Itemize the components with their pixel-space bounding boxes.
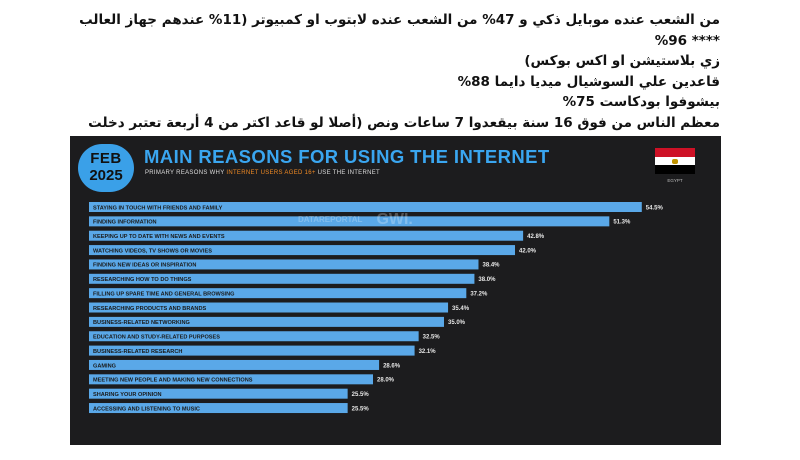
bar [89,316,444,327]
value-label: 42.0% [519,248,537,254]
post-line: بيشوفوا بودكاست 75% [562,94,720,110]
value-label: 28.6% [383,363,401,369]
bar [89,202,642,212]
value-label: 42.8% [527,234,545,240]
value-label: 54.5% [646,205,664,211]
bar [89,374,373,385]
infographic-card[interactable]: FEB 2025 MAIN REASONS FOR USING THE INTE… [70,136,721,445]
bar [89,273,475,284]
bar [89,359,380,370]
category-label: RESEARCHING PRODUCTS AND BRANDS [93,306,206,312]
value-label: 28.0% [377,378,395,384]
category-label: MEETING NEW PEOPLE AND MAKING NEW CONNEC… [93,378,253,384]
watermark-left: DATAREPORTAL [298,215,363,225]
badge-year: 2025 [89,167,123,184]
bar [89,302,449,313]
bar [89,331,419,342]
value-label: 25.5% [352,392,370,398]
category-label: SHARING YOUR OPINION [93,392,162,398]
bar-chart: STAYING IN TOUCH WITH FRIENDS AND FAMILY… [89,202,664,414]
value-label: 37.2% [470,291,488,297]
egypt-flag-icon [655,148,695,174]
subtitle-before: PRIMARY REASONS WHY [145,170,227,176]
watermark: DATAREPORTAL GWI. [298,211,413,229]
bar [89,216,610,227]
category-label: WATCHING VIDEOS, TV SHOWS OR MOVIES [93,248,212,254]
flag-label: EGYPT [667,178,683,183]
bar [89,388,348,399]
category-label: FILLING UP SPARE TIME AND GENERAL BROWSI… [93,291,235,297]
value-label: 38.0% [478,277,496,283]
post-line: من الشعب عنده موبايل ذكي و 47% من الشعب … [79,12,720,49]
date-badge: FEB 2025 [78,144,134,192]
category-label: KEEPING UP TO DATE WITH NEWS AND EVENTS [93,234,225,240]
badge-month: FEB [90,150,122,167]
bar [89,259,479,270]
value-label: 51.3% [613,220,631,226]
value-label: 35.0% [448,320,466,326]
category-label: ACCESSING AND LISTENING TO MUSIC [93,406,200,412]
chart-title: MAIN REASONS FOR USING THE INTERNET [144,146,550,167]
value-label: 25.5% [352,406,370,412]
subtitle-after: USE THE INTERNET [315,170,381,176]
category-label: FINDING INFORMATION [93,220,157,226]
category-label: BUSINESS-RELATED RESEARCH [93,349,182,355]
value-label: 32.1% [419,349,437,355]
category-label: EDUCATION AND STUDY-RELATED PURPOSES [93,335,220,341]
value-label: 38.4% [482,263,500,269]
category-label: FINDING NEW IDEAS OR INSPIRATION [93,263,196,269]
category-label: STAYING IN TOUCH WITH FRIENDS AND FAMILY [93,205,223,211]
chart-subtitle: PRIMARY REASONS WHY INTERNET USERS AGED … [145,170,380,176]
post-line: زي بلاستيشن او اكس بوكس) [524,53,720,69]
value-label: 35.4% [452,306,470,312]
bar [89,230,524,241]
post-text: من الشعب عنده موبايل ذكي و 47% من الشعب … [70,10,720,154]
value-label: 32.5% [423,335,441,341]
bar [89,288,467,299]
subtitle-highlight: INTERNET USERS AGED 16+ [226,170,316,176]
bar [89,403,348,414]
post-line: قاعدين علي السوشيال ميديا دايما 88% [457,73,720,90]
category-label: RESEARCHING HOW TO DO THINGS [93,277,192,283]
watermark-right: GWI. [376,211,413,228]
category-label: BUSINESS-RELATED NETWORKING [93,320,190,326]
category-label: GAMING [93,363,116,369]
bar [89,245,515,256]
bar [89,345,415,356]
